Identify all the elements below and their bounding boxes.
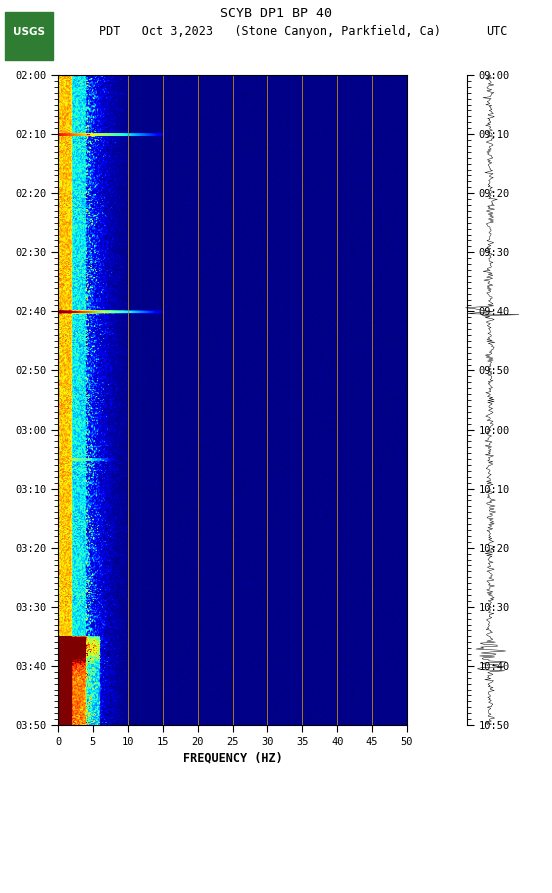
Text: SCYB DP1 BP 40: SCYB DP1 BP 40: [220, 7, 332, 20]
Bar: [5, 12, 53, 60]
X-axis label: FREQUENCY (HZ): FREQUENCY (HZ): [183, 751, 283, 764]
Text: PDT   Oct 3,2023   (Stone Canyon, Parkfield, Ca): PDT Oct 3,2023 (Stone Canyon, Parkfield,…: [99, 25, 442, 38]
Text: UTC: UTC: [486, 25, 507, 38]
Text: USGS: USGS: [13, 27, 45, 37]
